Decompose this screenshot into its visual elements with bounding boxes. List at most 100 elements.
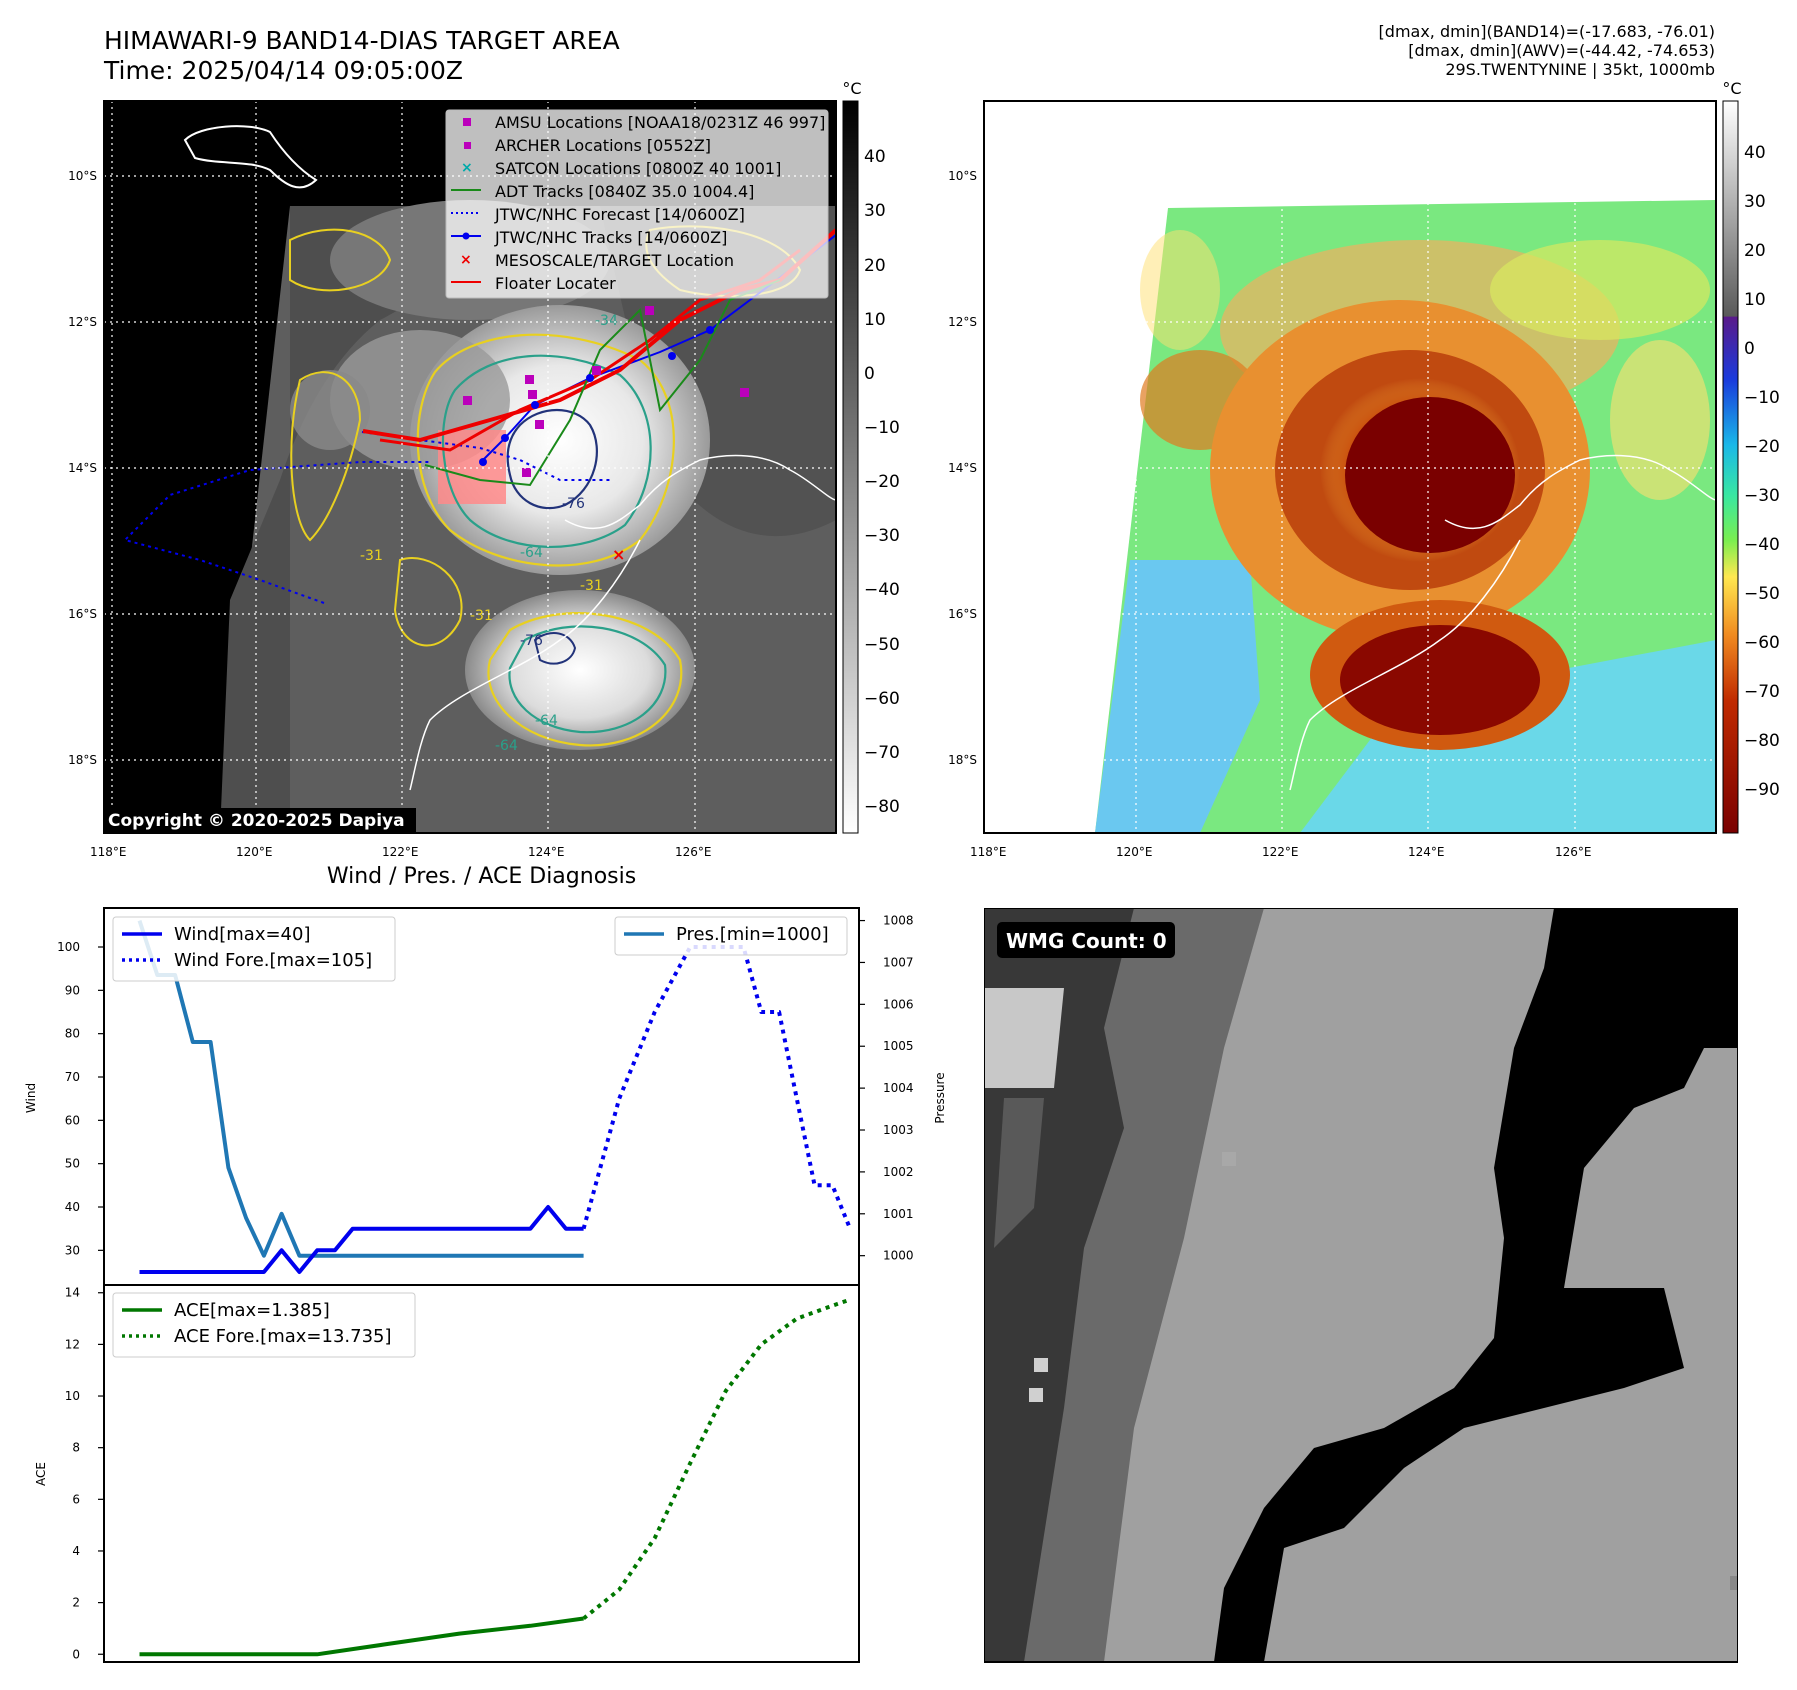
svg-text:30: 30 [864, 201, 886, 221]
svg-text:14°S: 14°S [68, 461, 97, 475]
svg-text:−10: −10 [864, 418, 900, 438]
ace-series [139, 1297, 851, 1657]
ace-legend: ACE[max=1.385] ACE Fore.[max=13.735] [112, 1292, 416, 1358]
wind-forecast-line [581, 945, 852, 1230]
svg-text:12°S: 12°S [948, 315, 977, 329]
svg-text:−20: −20 [864, 472, 900, 492]
archer-legend-icon [464, 142, 471, 149]
svg-text:−60: −60 [1744, 633, 1780, 653]
pressure-axis-label: Pressure [933, 1072, 947, 1123]
band14-map-panel: -76 -64 -31 -31 -76 -64 -64 -31 -34 × [68, 79, 1780, 859]
legend-label-mesoscale: MESOSCALE/TARGET Location [495, 251, 734, 270]
wmg-panel: WMG Count: 0 [984, 908, 1738, 1663]
svg-text:18°S: 18°S [948, 753, 977, 767]
contour-label-3: -31 [360, 548, 383, 564]
wind-axis-label: Wind [24, 1083, 38, 1113]
ace-tick-label: 4 [72, 1544, 80, 1558]
pressure-tick-label: 1000 [883, 1249, 914, 1263]
left-map-lon-ticks: 118°E 120°E 122°E 124°E 126°E [90, 845, 712, 859]
svg-text:0: 0 [1744, 339, 1755, 359]
contour-label-4: -31 [470, 608, 493, 624]
title-line-1: HIMAWARI-9 BAND14-DIAS TARGET AREA [104, 26, 620, 55]
wind-tick-label: 50 [65, 1157, 80, 1171]
pressure-line [137, 919, 584, 1258]
pressure-tick-label: 1002 [883, 1165, 914, 1179]
awv-colorbar [1722, 100, 1739, 834]
ace-axis-ticks: 0 2 4 6 8 10 12 14 [65, 1286, 104, 1661]
wmg-count-badge [997, 922, 1175, 958]
svg-text:10°S: 10°S [948, 169, 977, 183]
ace-tick-label: 6 [72, 1492, 80, 1506]
svg-text:40: 40 [864, 147, 886, 167]
left-map-lat-ticks: 10°S 12°S 14°S 16°S 18°S [68, 169, 97, 767]
svg-text:16°S: 16°S [68, 607, 97, 621]
svg-text:−20: −20 [1744, 437, 1780, 457]
svg-text:16°S: 16°S [948, 607, 977, 621]
svg-text:−50: −50 [1744, 584, 1780, 604]
jtwc-forecast-track [123, 461, 430, 604]
contour-label-8: -31 [580, 578, 603, 594]
contour-label-5: -76 [520, 633, 543, 649]
svg-text:126°E: 126°E [675, 845, 712, 859]
mesoscale-legend-icon: × [460, 252, 472, 268]
wind-tick-label: 70 [65, 1070, 80, 1084]
svg-text:122°E: 122°E [1262, 845, 1299, 859]
band14-colorbar-ticks: 40 30 20 10 0 −10 −20 −30 −40 −50 −60 −7… [864, 147, 900, 817]
amsu-points [463, 306, 749, 477]
svg-text:124°E: 124°E [1408, 845, 1445, 859]
ace-legend-label: ACE[max=1.385] [174, 1300, 330, 1321]
svg-text:−80: −80 [864, 797, 900, 817]
ace-tick-label: 2 [72, 1596, 80, 1610]
pressure-legend-label: Pres.[min=1000] [676, 924, 829, 945]
svg-text:−40: −40 [1744, 535, 1780, 555]
svg-text:−30: −30 [864, 526, 900, 546]
pressure-tick-label: 1003 [883, 1123, 914, 1137]
wind-line [139, 1205, 584, 1274]
svg-text:0: 0 [864, 364, 875, 384]
ace-tick-label: 14 [65, 1286, 80, 1300]
amsu-legend-icon [463, 118, 471, 126]
svg-text:120°E: 120°E [1116, 845, 1153, 859]
svg-text:118°E: 118°E [970, 845, 1007, 859]
awv-colorbar-unit: °C [1722, 79, 1741, 98]
svg-text:14°S: 14°S [948, 461, 977, 475]
pressure-axis-ticks: 1000 1001 1002 1003 1004 1005 1006 1007 1008 [859, 914, 914, 1263]
band14-colorbar-unit: °C [842, 79, 861, 98]
svg-text:18°S: 18°S [68, 753, 97, 767]
ace-tick-label: 12 [65, 1337, 80, 1351]
svg-text:12°S: 12°S [68, 315, 97, 329]
stats-line-2: [dmax, dmin](AWV)=(-44.42, -74.653) [1408, 41, 1715, 60]
contour-label-9: -34 [595, 313, 618, 329]
svg-text:20: 20 [1744, 241, 1766, 261]
target-area-box [438, 430, 506, 504]
ace-forecast-line [582, 1297, 851, 1621]
ace-tick-label: 0 [72, 1647, 80, 1661]
svg-text:−70: −70 [864, 743, 900, 763]
right-map-lon-ticks: 118°E 120°E 122°E 124°E 126°E [970, 845, 1592, 859]
title-line-2: Time: 2025/04/14 09:05:00Z [104, 56, 463, 85]
wind-forecast-legend-label: Wind Fore.[max=105] [174, 950, 372, 971]
satcon-legend-icon: × [461, 160, 473, 176]
wind-legend: Wind[max=40] Wind Fore.[max=105] [112, 916, 396, 982]
right-map-gridlines [984, 101, 1716, 833]
legend-label-floater: Floater Locater [495, 274, 616, 293]
wind-legend-label: Wind[max=40] [174, 924, 311, 945]
svg-text:10: 10 [864, 310, 886, 330]
wmg-count-label: WMG Count: 0 [1006, 929, 1167, 953]
pressure-tick-label: 1004 [883, 1081, 914, 1095]
chart-title: HIMAWARI-9 BAND14-DIAS TARGET AREA Time:… [104, 26, 620, 86]
awv-imagery [984, 101, 1716, 833]
diagnosis-title: Wind / Pres. / ACE Diagnosis [326, 864, 637, 889]
copyright-text: Copyright © 2020-2025 Dapiya [108, 811, 405, 831]
svg-text:−60: −60 [864, 689, 900, 709]
pressure-tick-label: 1001 [883, 1207, 914, 1221]
pressure-tick-label: 1008 [883, 914, 914, 928]
wind-axis-ticks: 30 40 50 60 70 80 90 100 [57, 940, 104, 1257]
legend-label-adt: ADT Tracks [0840Z 35.0 1004.4] [495, 182, 754, 201]
svg-text:30: 30 [1744, 192, 1766, 212]
contour-label-6: -64 [535, 713, 558, 729]
svg-text:126°E: 126°E [1555, 845, 1592, 859]
ace-axis-label: ACE [34, 1462, 48, 1486]
svg-text:118°E: 118°E [90, 845, 127, 859]
